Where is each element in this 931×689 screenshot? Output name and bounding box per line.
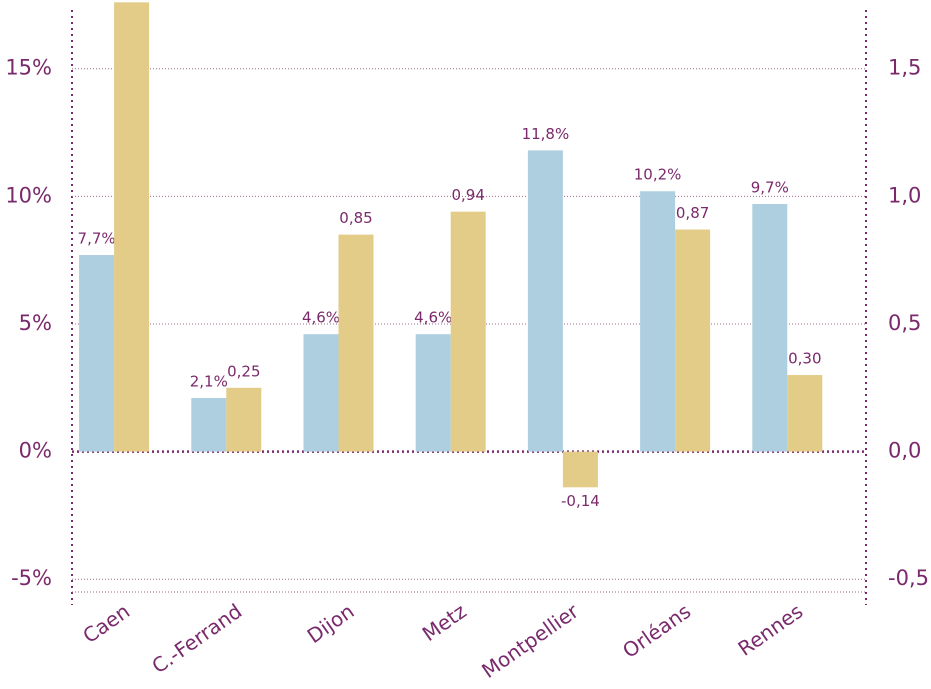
x-tick-label: C.-Ferrand bbox=[147, 599, 246, 678]
x-tick-label: Rennes bbox=[733, 599, 807, 661]
bar bbox=[338, 234, 374, 452]
bar bbox=[303, 334, 339, 452]
y2-tick-label: 1,5 bbox=[888, 56, 921, 80]
bar bbox=[450, 211, 486, 452]
x-tick-label: Caen bbox=[78, 599, 134, 648]
y2-tick-label: -0,5 bbox=[888, 566, 929, 590]
value-label: 2,1% bbox=[190, 373, 228, 391]
value-label: -0,14 bbox=[561, 492, 600, 510]
bar bbox=[415, 334, 451, 452]
value-label: 0,25 bbox=[227, 362, 260, 380]
value-label: 0,85 bbox=[339, 209, 372, 227]
y2-tick-label: 0,0 bbox=[888, 439, 921, 463]
y-tick-label: -5% bbox=[11, 566, 52, 590]
value-label: 4,6% bbox=[302, 309, 340, 327]
bar bbox=[226, 387, 262, 452]
bar bbox=[787, 375, 823, 452]
bar bbox=[752, 204, 788, 452]
y2-tick-label: 0,5 bbox=[888, 311, 921, 335]
y-tick-label: 0% bbox=[19, 439, 52, 463]
y2-tick-label: 1,0 bbox=[888, 183, 921, 207]
bar bbox=[114, 2, 150, 452]
y-tick-label: 10% bbox=[5, 183, 52, 207]
value-label: 0,94 bbox=[451, 186, 484, 204]
bar bbox=[527, 150, 563, 452]
bar bbox=[79, 255, 115, 452]
x-tick-label: Metz bbox=[418, 599, 471, 646]
x-tick-label: Montpellier bbox=[477, 599, 583, 683]
value-label: 0,87 bbox=[676, 204, 709, 222]
bar bbox=[675, 229, 711, 452]
value-label: 4,6% bbox=[414, 309, 452, 327]
x-tick-label: Orléans bbox=[618, 599, 695, 663]
bar bbox=[191, 398, 227, 452]
y-tick-label: 15% bbox=[5, 56, 52, 80]
x-tick-label: Dijon bbox=[303, 599, 359, 648]
bar bbox=[562, 451, 598, 488]
y-tick-label: 5% bbox=[19, 311, 52, 335]
value-label: 7,7% bbox=[78, 230, 116, 248]
value-label: 11,8% bbox=[522, 125, 570, 143]
bar bbox=[640, 191, 676, 452]
value-label: 10,2% bbox=[634, 166, 682, 184]
value-label: 0,30 bbox=[788, 350, 821, 368]
value-label: 9,7% bbox=[751, 179, 789, 197]
